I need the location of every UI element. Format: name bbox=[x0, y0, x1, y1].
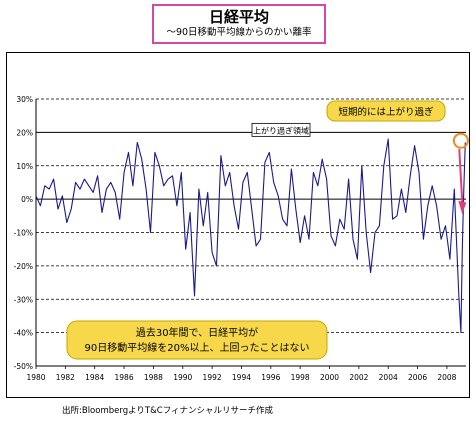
x-tick-label: 1996 bbox=[261, 373, 280, 382]
chart-subtitle: ～90日移動平均線からのかい離率 bbox=[166, 27, 312, 38]
x-tick-label: 2004 bbox=[379, 373, 398, 382]
x-tick-label: 1982 bbox=[56, 373, 75, 382]
note-callout bbox=[66, 320, 328, 360]
x-tick-label: 1998 bbox=[291, 373, 310, 382]
down-arrow-line bbox=[458, 149, 464, 203]
threshold-label-box bbox=[251, 122, 311, 137]
x-tick-label: 1984 bbox=[85, 373, 104, 382]
x-tick-label: 2002 bbox=[349, 373, 368, 382]
x-tick-label: 1994 bbox=[232, 373, 251, 382]
x-tick-label: 1988 bbox=[144, 373, 163, 382]
x-tick-label: 1980 bbox=[26, 373, 45, 382]
y-tick-label: 20% bbox=[16, 128, 33, 137]
x-tick-label: 2000 bbox=[320, 373, 339, 382]
note-line-2: 90日移動平均線を20%以上、上回ったことはない bbox=[85, 341, 310, 354]
x-tick-label: 1990 bbox=[173, 373, 192, 382]
y-tick-label: -30% bbox=[14, 295, 33, 304]
note-line-1: 過去30年間で、日経平均が bbox=[136, 326, 258, 339]
series-line bbox=[35, 138, 466, 334]
y-tick-label: -10% bbox=[14, 229, 33, 238]
y-tick-label: 10% bbox=[16, 162, 33, 171]
short-term-callout bbox=[326, 100, 446, 122]
chart-title: 日経平均 bbox=[208, 8, 269, 26]
title-box: 日経平均 ～90日移動平均線からのかい離率 bbox=[152, 4, 326, 44]
x-tick-label: 1992 bbox=[203, 373, 222, 382]
y-tick-label: -20% bbox=[14, 262, 33, 271]
short-term-label: 短期的には上がり過ぎ bbox=[338, 106, 434, 118]
source-note: 出所:BloombergよりT&Cフィナンシャルリサーチ作成 bbox=[62, 406, 274, 416]
y-tick-label: 0% bbox=[21, 195, 33, 204]
x-tick-label: 2006 bbox=[408, 373, 427, 382]
y-tick-label: -50% bbox=[14, 362, 33, 371]
peak-marker bbox=[452, 132, 469, 149]
down-arrow-head bbox=[458, 200, 467, 215]
x-tick-label: 1986 bbox=[115, 373, 134, 382]
y-tick-label: -40% bbox=[14, 329, 33, 338]
x-tick-label: 2008 bbox=[437, 373, 456, 382]
y-tick-label: 30% bbox=[16, 95, 33, 104]
threshold-label: 上がり過ぎ領域 bbox=[253, 125, 309, 135]
